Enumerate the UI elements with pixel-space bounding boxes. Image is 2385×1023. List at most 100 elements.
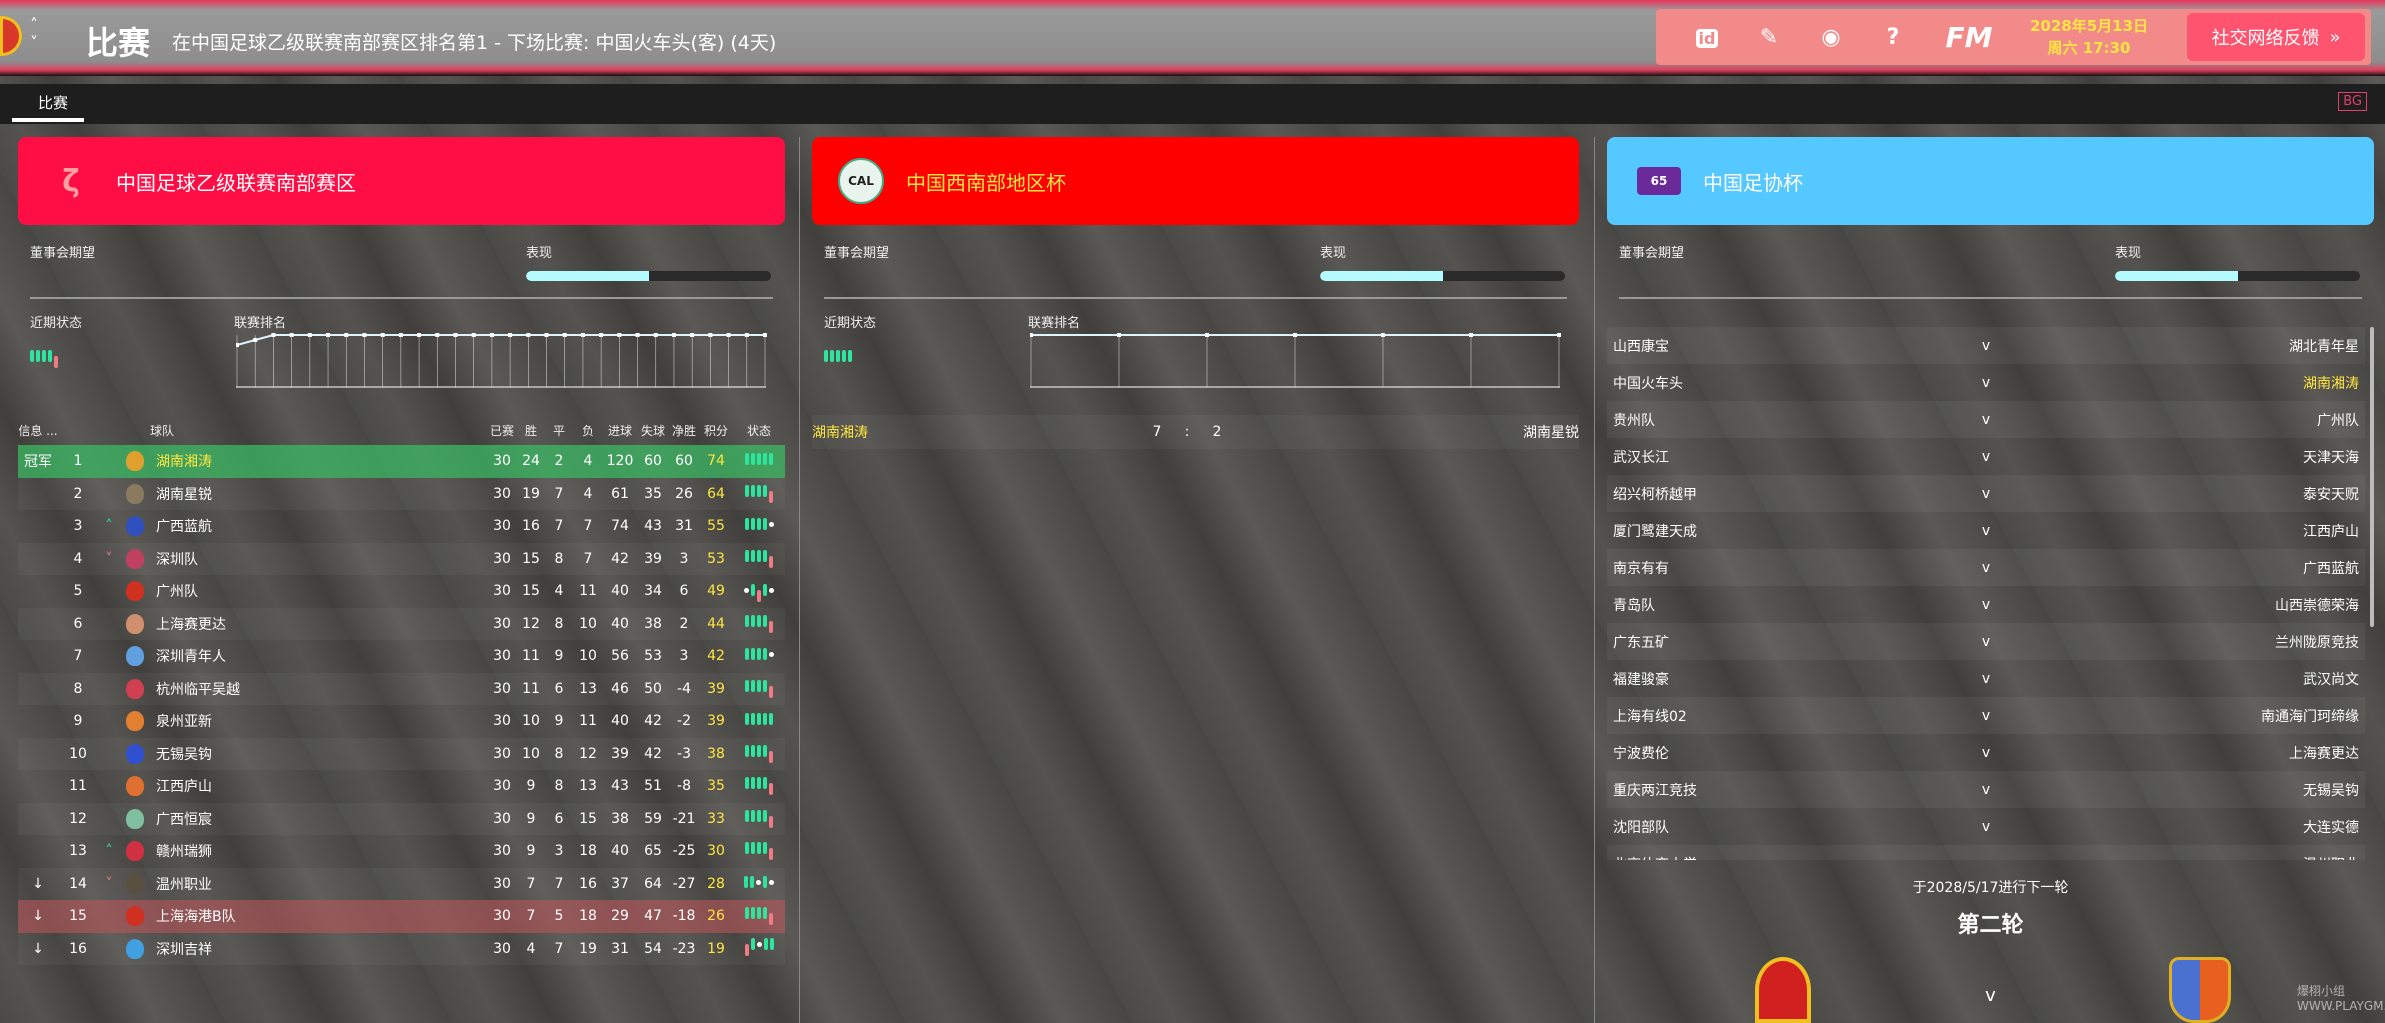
home-team[interactable]: 山西康宝 xyxy=(1613,338,1669,355)
fixture-row[interactable]: 重庆两江竞技 v 无锡吴钩 xyxy=(1607,771,2365,808)
social-feedback-button[interactable]: 社交网络反馈» xyxy=(2187,13,2365,61)
league-header-card[interactable]: ζ 中国足球乙级联赛南部赛区 xyxy=(18,137,785,225)
team-name[interactable]: 广州队 xyxy=(156,584,198,601)
home-team[interactable]: 宁波费伦 xyxy=(1613,745,1669,762)
match-result-row[interactable]: 湖南湘涛 7 : 2 湖南星锐 xyxy=(812,415,1579,449)
column-header[interactable]: 进球 xyxy=(607,423,632,438)
fixture-list-scrollbar[interactable] xyxy=(2370,327,2374,627)
team-name[interactable]: 广西恒宸 xyxy=(150,802,487,835)
column-header[interactable]: 净胜 xyxy=(671,423,696,438)
column-header[interactable]: 状态 xyxy=(746,423,771,438)
table-row[interactable]: 4 ˅ 深圳队 30 15 8 7 42 39 3 53 xyxy=(18,542,785,575)
home-team[interactable]: 贵州队 xyxy=(1613,412,1655,429)
team-name[interactable]: 上海赛更达 xyxy=(150,607,487,640)
table-row[interactable]: 10 无锡吴钩 30 10 8 12 39 42 -3 38 xyxy=(18,737,785,770)
club-logo[interactable] xyxy=(0,16,22,56)
away-team[interactable]: 天津天海 xyxy=(2303,449,2359,466)
game-date[interactable]: 2028年5月13日 周六 17:30 xyxy=(2029,17,2149,57)
away-team[interactable]: 广西蓝航 xyxy=(2303,560,2359,577)
fixture-row[interactable]: 青岛队 v 山西崇德荣海 xyxy=(1607,586,2365,623)
home-team[interactable]: 绍兴柯桥越甲 xyxy=(1613,486,1697,503)
column-header[interactable]: 负 xyxy=(581,423,594,438)
team-name[interactable]: 深圳吉祥 xyxy=(150,932,487,965)
team-name[interactable]: 无锡吴钩 xyxy=(150,737,487,770)
column-header[interactable]: 积分 xyxy=(703,423,728,438)
table-row[interactable]: 9 泉州亚新 30 10 9 11 40 42 -2 39 xyxy=(18,705,785,738)
team-name[interactable]: 上海海港B队 xyxy=(150,900,487,933)
home-team[interactable]: 重庆两江竞技 xyxy=(1613,782,1697,799)
team-name[interactable]: 湖南星锐 xyxy=(150,477,487,510)
tab-matches[interactable]: 比赛 xyxy=(38,94,69,112)
home-team[interactable]: 武汉长江 xyxy=(1613,449,1669,466)
fixture-row[interactable]: 沈阳部队 v 大连实德 xyxy=(1607,808,2365,845)
table-row[interactable]: ↓ 15 上海海港B队 30 7 5 18 29 47 -18 26 xyxy=(18,900,785,933)
table-row[interactable]: ↓ 14 ˅ 温州职业 30 7 7 16 37 64 -27 28 xyxy=(18,867,785,900)
fixture-row[interactable]: 武汉长江 v 天津天海 xyxy=(1607,438,2365,475)
home-team[interactable]: 广东五矿 xyxy=(1613,634,1669,651)
team-name[interactable]: 广西蓝航 xyxy=(156,519,212,536)
away-team-crest[interactable] xyxy=(2169,957,2231,1023)
help-icon[interactable]: ? xyxy=(1886,24,1900,50)
column-header[interactable]: 球队 xyxy=(150,423,175,438)
home-team[interactable]: 中国火车头 xyxy=(1613,375,1683,392)
edit-pencil-icon[interactable]: ✎ xyxy=(1759,24,1779,50)
away-team[interactable]: 武汉尚文 xyxy=(2303,671,2359,688)
column-header[interactable]: 胜 xyxy=(524,423,537,438)
fixture-row[interactable]: 山西康宝 v 湖北青年星 xyxy=(1607,327,2365,364)
home-team[interactable]: 北京体育大学 xyxy=(1613,854,1966,861)
team-name[interactable]: 温州职业 xyxy=(150,867,487,900)
column-header[interactable]: 平 xyxy=(552,423,565,438)
home-team[interactable]: 厦门鹭建天成 xyxy=(1613,523,1697,540)
home-team[interactable]: 上海有线02 xyxy=(1613,708,1687,725)
fixture-row[interactable]: 厦门鹭建天成 v 江西庐山 xyxy=(1607,512,2365,549)
table-row[interactable]: 3 ˄ 广西蓝航 30 16 7 7 74 43 31 55 xyxy=(18,510,785,543)
away-team[interactable]: 湖北青年星 xyxy=(2289,338,2359,355)
home-team[interactable]: 福建骏豪 xyxy=(1613,671,1669,688)
team-name[interactable]: 湖南湘涛 xyxy=(150,445,487,478)
home-team[interactable]: 沈阳部队 xyxy=(1613,819,1669,836)
fixture-row[interactable]: 南京有有 v 广西蓝航 xyxy=(1607,549,2365,586)
away-team[interactable]: 兰州陇原竞技 xyxy=(2275,634,2359,651)
home-team[interactable]: 南京有有 xyxy=(1613,560,1669,577)
up-down-arrows-icon[interactable]: ˄ ˅ xyxy=(30,15,38,52)
fixture-row[interactable]: 北京体育大学v温州职业 xyxy=(1607,845,2365,860)
away-team[interactable]: 湖南星锐 xyxy=(1523,425,1579,441)
table-row[interactable]: 冠军 1 湖南湘涛 30 24 2 4 120 60 60 74 xyxy=(18,445,785,478)
table-row[interactable]: 6 上海赛更达 30 12 8 10 40 38 2 44 xyxy=(18,607,785,640)
fixture-row[interactable]: 贵州队 v 广州队 xyxy=(1607,401,2365,438)
table-row[interactable]: 7 深圳青年人 30 11 9 10 56 53 3 42 xyxy=(18,640,785,673)
fm-logo[interactable]: FM xyxy=(1945,20,1993,54)
regional-cup-header-card[interactable]: CAL 中国西南部地区杯 xyxy=(812,137,1579,225)
away-team[interactable]: 广州队 xyxy=(2317,412,2359,429)
table-row[interactable]: 5 广州队 30 15 4 11 40 34 6 49 xyxy=(18,575,785,608)
column-header[interactable]: 信息 ... xyxy=(18,423,58,438)
fixture-row[interactable]: 上海有线02 v 南通海门珂缔缘 xyxy=(1607,697,2365,734)
column-header[interactable]: 已赛 xyxy=(489,423,514,438)
away-team[interactable]: 南通海门珂缔缘 xyxy=(2261,708,2359,725)
away-team[interactable]: 湖南湘涛 xyxy=(2303,375,2359,392)
team-name[interactable]: 泉州亚新 xyxy=(156,714,212,731)
fixture-row[interactable]: 广东五矿 v 兰州陇原竞技 xyxy=(1607,623,2365,660)
away-team[interactable]: 江西庐山 xyxy=(2303,523,2359,540)
team-name[interactable]: 深圳队 xyxy=(150,542,487,575)
home-team-crest[interactable] xyxy=(1755,957,1811,1023)
home-team[interactable]: 湖南湘涛 xyxy=(812,425,868,441)
fa-cup-header-card[interactable]: 65 中国足协杯 xyxy=(1607,137,2374,225)
table-row[interactable]: 11 江西庐山 30 9 8 13 43 51 -8 35 xyxy=(18,770,785,803)
column-header[interactable] xyxy=(120,415,150,445)
team-name[interactable]: 赣州瑞狮 xyxy=(156,844,212,861)
fixture-row[interactable]: 绍兴柯桥越甲 v 泰安天贶 xyxy=(1607,475,2365,512)
away-team[interactable]: 温州职业 xyxy=(2006,854,2359,861)
team-name[interactable]: 江西庐山 xyxy=(156,779,212,796)
fixture-row[interactable]: 宁波费伦 v 上海赛更达 xyxy=(1607,734,2365,771)
table-row[interactable]: 12 广西恒宸 30 9 6 15 38 59 -21 33 xyxy=(18,802,785,835)
away-team[interactable]: 泰安天贶 xyxy=(2303,486,2359,503)
column-header[interactable] xyxy=(58,415,98,445)
fixture-row[interactable]: 福建骏豪 v 武汉尚文 xyxy=(1607,660,2365,697)
table-row[interactable]: 2 湖南星锐 30 19 7 4 61 35 26 64 xyxy=(18,477,785,510)
team-name[interactable]: 杭州临平吴越 xyxy=(150,672,487,705)
fixture-row[interactable]: 中国火车头 v 湖南湘涛 xyxy=(1607,364,2365,401)
away-team[interactable]: 上海赛更达 xyxy=(2289,745,2359,762)
globe-icon[interactable]: ◉ xyxy=(1821,24,1841,50)
away-team[interactable]: 大连实德 xyxy=(2303,819,2359,836)
